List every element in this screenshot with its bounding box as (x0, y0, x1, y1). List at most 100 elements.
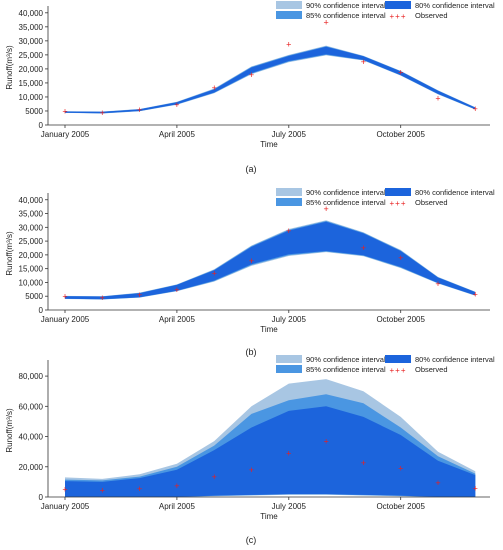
x-axis-label: Time (260, 140, 278, 149)
y-axis-label: Runoff(m³/s) (5, 45, 14, 90)
y-tick-label: 0 (39, 493, 44, 502)
y-tick-label: 25,000 (19, 237, 44, 246)
y-tick-label: 20,000 (19, 65, 44, 74)
observed-point: + (361, 458, 366, 468)
y-tick-label: 60,000 (19, 402, 44, 411)
legend-label: 85% confidence interval (306, 11, 386, 20)
legend-marker-observed: +++ (389, 199, 406, 208)
y-tick-label: 35,000 (19, 23, 44, 32)
x-axis-label: Time (260, 512, 278, 521)
y-tick-label: 15,000 (19, 265, 44, 274)
legend-marker-observed: +++ (389, 12, 406, 21)
legend-label: 80% confidence interval (415, 188, 495, 197)
observed-point: + (398, 67, 403, 77)
y-tick-label: 10,000 (19, 278, 44, 287)
x-axis-label: Time (260, 325, 278, 334)
observed-point: + (137, 105, 142, 115)
x-tick-label: January 2005 (41, 315, 90, 324)
legend-label: 85% confidence interval (306, 365, 386, 374)
y-tick-label: 10,000 (19, 93, 44, 102)
legend-swatch (276, 198, 302, 206)
y-tick-label: 20,000 (19, 251, 44, 260)
observed-point: + (473, 289, 478, 299)
observed-point: + (137, 484, 142, 494)
legend-swatch (276, 355, 302, 363)
panel-label: (a) (246, 164, 257, 174)
x-tick-label: April 2005 (159, 315, 196, 324)
legend-swatch (385, 188, 411, 196)
ci-band-80 (65, 46, 476, 114)
observed-point: + (100, 293, 105, 303)
legend-swatch (276, 365, 302, 373)
legend-label: Observed (415, 11, 448, 20)
observed-point: + (249, 465, 254, 475)
observed-point: + (473, 483, 478, 493)
y-axis-label: Runoff(m³/s) (5, 408, 14, 453)
observed-point: + (249, 256, 254, 266)
observed-point: + (398, 464, 403, 474)
legend-swatch (276, 1, 302, 9)
y-tick-label: 80,000 (19, 372, 44, 381)
observed-point: + (435, 94, 440, 104)
observed-point: + (212, 269, 217, 279)
observed-point: + (286, 40, 291, 50)
y-tick-label: 0 (39, 121, 44, 130)
legend-swatch (276, 11, 302, 19)
x-tick-label: October 2005 (376, 315, 425, 324)
legend-label: 90% confidence interval (306, 355, 386, 364)
observed-point: + (212, 83, 217, 93)
observed-point: + (361, 243, 366, 253)
ci-band-80 (65, 221, 476, 300)
x-tick-label: July 2005 (272, 315, 307, 324)
y-tick-label: 30,000 (19, 37, 44, 46)
legend-marker-observed: +++ (389, 366, 406, 375)
legend-swatch (276, 188, 302, 196)
x-tick-label: April 2005 (159, 502, 196, 511)
chart-panel-2: + + + +++++++++0500010,00015,00020,00025,00… (5, 188, 495, 357)
observed-point: + (323, 437, 328, 447)
y-tick-label: 15,000 (19, 79, 44, 88)
legend-label: 80% confidence interval (415, 1, 495, 10)
x-tick-label: October 2005 (376, 130, 425, 139)
y-tick-label: 25,000 (19, 51, 44, 60)
observed-point: + (435, 478, 440, 488)
observed-point: + (174, 100, 179, 110)
observed-point: + (174, 481, 179, 491)
ci-band-80 (65, 406, 476, 497)
y-tick-label: 35,000 (19, 210, 44, 219)
legend-label: Observed (415, 198, 448, 207)
observed-point: + (323, 204, 328, 214)
observed-point: + (212, 472, 217, 482)
observed-point: + (286, 449, 291, 459)
y-tick-label: 5000 (25, 107, 43, 116)
observed-point: + (323, 17, 328, 27)
observed-point: + (137, 290, 142, 300)
observed-point: + (249, 70, 254, 80)
x-tick-label: July 2005 (272, 502, 307, 511)
observed-point: + (286, 226, 291, 236)
y-tick-label: 0 (39, 306, 44, 315)
x-tick-label: July 2005 (272, 130, 307, 139)
y-tick-label: 5000 (25, 292, 43, 301)
x-tick-label: January 2005 (41, 130, 90, 139)
observed-point: + (398, 253, 403, 263)
legend-label: 85% confidence interval (306, 198, 386, 207)
observed-point: + (174, 285, 179, 295)
y-tick-label: 40,000 (19, 196, 44, 205)
y-tick-label: 40,000 (19, 9, 44, 18)
y-tick-label: 30,000 (19, 223, 44, 232)
observed-point: + (100, 486, 105, 496)
y-axis-label: Runoff(m³/s) (5, 231, 14, 276)
observed-point: + (62, 291, 67, 301)
legend-label: Observed (415, 365, 448, 374)
legend-label: 90% confidence interval (306, 1, 386, 10)
x-tick-label: October 2005 (376, 502, 425, 511)
legend-swatch (385, 355, 411, 363)
legend-label: 90% confidence interval (306, 188, 386, 197)
legend-swatch (385, 1, 411, 9)
observed-point: + (435, 279, 440, 289)
